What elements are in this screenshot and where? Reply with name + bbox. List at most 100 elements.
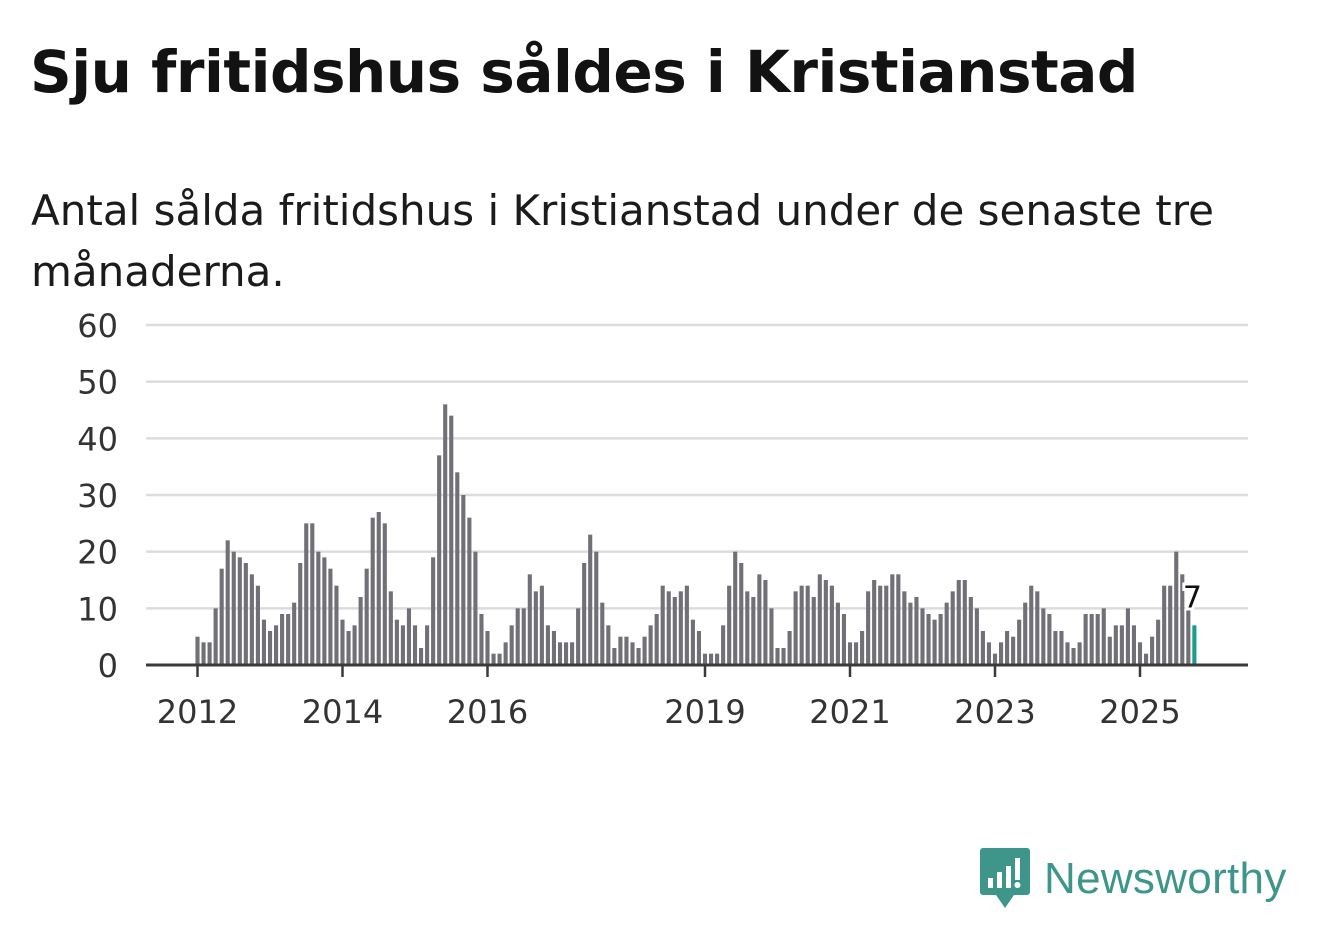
bar [298, 563, 303, 665]
bar [304, 523, 309, 665]
bar [322, 557, 327, 665]
bar [431, 557, 436, 665]
bar [406, 608, 412, 665]
bar [847, 642, 853, 665]
bar [684, 585, 689, 665]
bar [721, 625, 726, 665]
bar [310, 523, 315, 665]
bar [1023, 602, 1028, 665]
bar [1065, 642, 1070, 665]
y-tick-label: 10 [77, 590, 118, 628]
x-tick-label: 2025 [1099, 693, 1180, 731]
bar [829, 585, 834, 665]
bar [1143, 653, 1149, 665]
bar [696, 631, 702, 665]
y-tick-label: 40 [77, 420, 118, 458]
bar [473, 551, 478, 665]
bar [467, 517, 472, 665]
bar [1095, 614, 1100, 665]
chart-subtitle: Antal sålda fritidshus i Kristianstad un… [31, 186, 1214, 296]
bar [799, 585, 804, 665]
bar [775, 648, 780, 665]
bar [733, 551, 738, 665]
bar [225, 540, 230, 665]
bar [980, 631, 985, 665]
y-tick-label: 0 [98, 647, 118, 685]
bar [666, 591, 671, 665]
bar [962, 580, 967, 665]
bar [364, 568, 369, 665]
bar [618, 636, 623, 665]
bar [1053, 631, 1058, 665]
bar [213, 608, 218, 665]
bar [1119, 625, 1124, 665]
bar [702, 653, 708, 665]
bar [751, 597, 756, 665]
bar [479, 614, 484, 665]
bar [243, 563, 248, 665]
bar [1168, 585, 1173, 665]
bar [358, 597, 363, 665]
bar [654, 614, 659, 665]
bar [715, 653, 720, 665]
bar [763, 580, 768, 665]
bar [370, 517, 375, 665]
x-tick-label: 2023 [954, 693, 1035, 731]
bar [624, 636, 629, 665]
y-tick-label: 60 [77, 307, 118, 345]
bar [1186, 608, 1191, 665]
bar [1047, 614, 1052, 665]
bar [793, 591, 798, 665]
bar [1101, 608, 1106, 665]
bar [1011, 636, 1016, 665]
bar [249, 574, 254, 665]
bar [400, 625, 405, 665]
bar [648, 625, 653, 665]
bar [932, 619, 937, 665]
bar [636, 648, 641, 665]
bar [455, 472, 460, 665]
bar [1089, 614, 1094, 665]
bar [1150, 636, 1155, 665]
bar [539, 585, 544, 665]
bar [594, 551, 599, 665]
bar [509, 625, 514, 665]
bar [461, 495, 466, 665]
bar [273, 625, 279, 665]
bar [678, 591, 683, 665]
bar [600, 602, 605, 665]
bar [745, 591, 750, 665]
bar [521, 608, 526, 665]
bar [896, 574, 901, 665]
bar [690, 619, 695, 665]
bar [443, 404, 448, 665]
bars [195, 404, 1197, 665]
x-tick-label: 2016 [447, 693, 528, 731]
bar [418, 648, 424, 665]
bar [527, 574, 532, 665]
bar [382, 523, 387, 665]
bar [811, 597, 816, 665]
bar [582, 563, 587, 665]
bar [890, 574, 895, 665]
bar [974, 608, 979, 665]
bar [503, 642, 508, 665]
bar [956, 580, 961, 665]
bar [1083, 614, 1088, 665]
bar [708, 653, 714, 665]
bar [267, 631, 273, 665]
bar [485, 631, 490, 665]
bar [497, 653, 502, 665]
bar [201, 642, 206, 665]
bar [1125, 608, 1130, 665]
bar [533, 591, 538, 665]
bar [376, 512, 381, 665]
bar [630, 642, 635, 665]
bar [642, 636, 647, 665]
bar [998, 642, 1004, 665]
bar [872, 580, 877, 665]
bar [425, 625, 430, 665]
bar [280, 614, 285, 665]
bar [672, 597, 677, 665]
bar [1005, 631, 1010, 665]
